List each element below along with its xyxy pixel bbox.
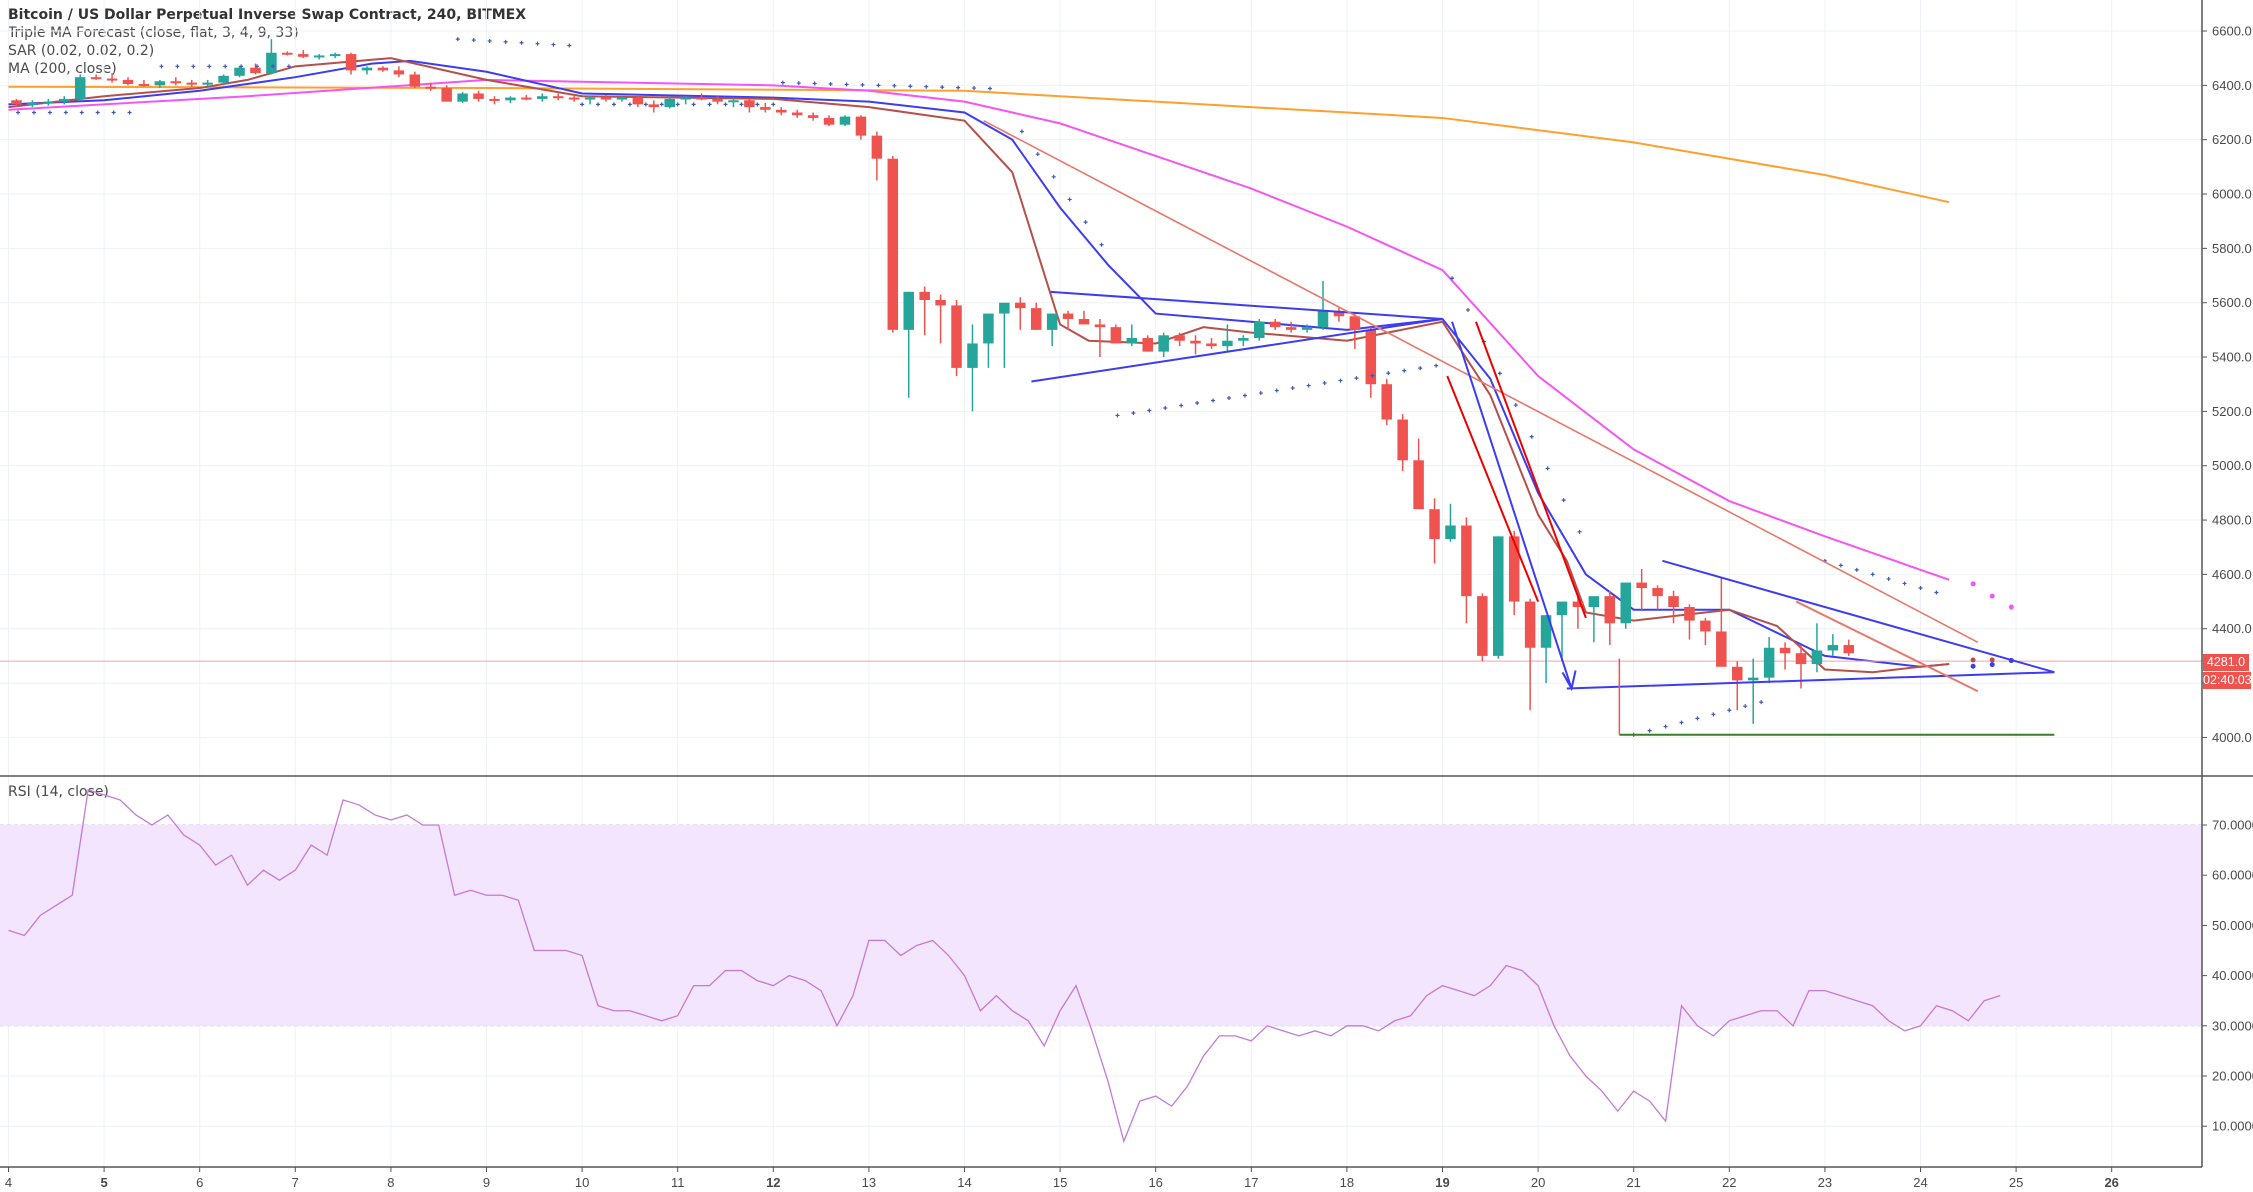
svg-text:17: 17 <box>1244 1175 1258 1190</box>
chart-legend: Bitcoin / US Dollar Perpetual Inverse Sw… <box>8 6 526 78</box>
svg-text:6600.0: 6600.0 <box>2212 24 2252 39</box>
rsi-band <box>0 825 2202 1026</box>
svg-text:23: 23 <box>1818 1175 1832 1190</box>
svg-text:4400.0: 4400.0 <box>2212 621 2252 636</box>
svg-text:15: 15 <box>1053 1175 1067 1190</box>
svg-text:20.0000: 20.0000 <box>2212 1069 2253 1084</box>
candlesticks <box>11 39 1855 724</box>
svg-text:6000.0: 6000.0 <box>2212 187 2252 202</box>
svg-text:5000.0: 5000.0 <box>2212 458 2252 473</box>
svg-text:6: 6 <box>196 1175 203 1190</box>
last-price-badge: 4281.0 <box>2203 654 2249 671</box>
svg-text:70.0000: 70.0000 <box>2212 818 2253 833</box>
svg-text:60.0000: 60.0000 <box>2212 868 2253 883</box>
svg-text:6400.0: 6400.0 <box>2212 78 2252 93</box>
svg-text:25: 25 <box>2009 1175 2023 1190</box>
svg-text:26: 26 <box>2104 1175 2118 1190</box>
svg-text:5600.0: 5600.0 <box>2212 295 2252 310</box>
svg-text:10: 10 <box>575 1175 589 1190</box>
svg-text:20: 20 <box>1531 1175 1545 1190</box>
indicator-ma200[interactable]: MA (200, close) <box>8 61 117 77</box>
svg-text:8: 8 <box>387 1175 394 1190</box>
svg-text:18: 18 <box>1340 1175 1354 1190</box>
trend-drawings[interactable] <box>983 119 2055 736</box>
indicator-lines <box>0 57 2202 674</box>
svg-text:19: 19 <box>1435 1175 1449 1190</box>
svg-text:4800.0: 4800.0 <box>2212 513 2252 528</box>
svg-text:6200.0: 6200.0 <box>2212 132 2252 147</box>
rsi-line <box>8 789 2001 1144</box>
svg-text:4600.0: 4600.0 <box>2212 567 2252 582</box>
countdown-badge: 02:40:03 <box>2203 672 2252 689</box>
svg-text:14: 14 <box>957 1175 971 1190</box>
svg-text:12: 12 <box>766 1175 780 1190</box>
svg-text:7: 7 <box>292 1175 299 1190</box>
indicator-triple-ma[interactable]: Triple MA Forecast (close, flat, 3, 4, 9… <box>8 25 299 41</box>
svg-text:30.0000: 30.0000 <box>2212 1018 2253 1033</box>
svg-text:5200.0: 5200.0 <box>2212 404 2252 419</box>
svg-text:5800.0: 5800.0 <box>2212 241 2252 256</box>
svg-text:11: 11 <box>671 1175 685 1190</box>
rsi-label[interactable]: RSI (14, close) <box>8 784 109 800</box>
svg-text:40.0000: 40.0000 <box>2212 968 2253 983</box>
svg-text:5400.0: 5400.0 <box>2212 350 2252 365</box>
indicator-sar[interactable]: SAR (0.02, 0.02, 0.2) <box>8 43 155 59</box>
svg-text:16: 16 <box>1148 1175 1162 1190</box>
svg-text:5: 5 <box>100 1175 107 1190</box>
svg-text:22: 22 <box>1722 1175 1736 1190</box>
svg-text:13: 13 <box>862 1175 876 1190</box>
svg-text:4: 4 <box>5 1175 12 1190</box>
symbol-title: Bitcoin / US Dollar Perpetual Inverse Sw… <box>8 7 527 23</box>
svg-text:21: 21 <box>1626 1175 1640 1190</box>
svg-text:4000.0: 4000.0 <box>2212 730 2252 745</box>
sar-markers <box>16 37 2014 737</box>
svg-text:10.0000: 10.0000 <box>2212 1119 2253 1134</box>
svg-text:50.0000: 50.0000 <box>2212 918 2253 933</box>
svg-text:24: 24 <box>1913 1175 1927 1190</box>
svg-text:9: 9 <box>483 1175 490 1190</box>
